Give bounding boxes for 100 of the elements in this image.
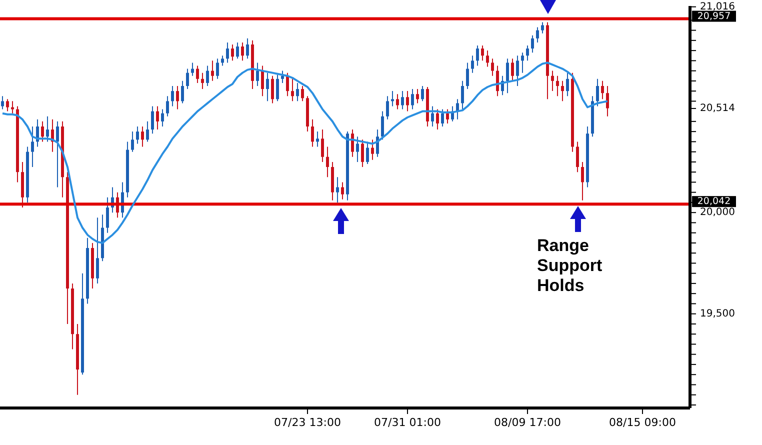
candlestick [541,22,544,34]
ref-line-label: 20,957 [697,10,731,22]
candlestick [56,120,59,188]
candlestick [176,85,179,110]
candlestick [466,62,469,90]
candlestick [371,139,374,160]
candlestick [421,85,424,102]
candlestick [281,70,284,84]
candlestick [266,72,269,102]
candlestick [341,182,344,200]
candlestick [11,100,14,114]
candlestick [41,120,44,142]
y-tick-label: 20,514 [700,102,735,114]
candlestick [221,55,224,66]
y-tick-label: 19,500 [700,308,735,320]
ref-line-label: 20,042 [697,196,731,208]
candlestick [566,72,569,97]
candlestick [201,72,204,90]
candlestick [276,74,279,102]
candlestick [226,42,229,64]
candlestick [141,126,144,148]
candlestick [231,44,234,62]
candlestick [161,108,164,127]
candlestick [171,85,174,107]
candlestick [396,94,399,110]
candlestick [191,62,194,76]
candlestick [291,78,294,102]
candlestick [261,65,264,97]
candlestick [551,70,554,92]
candlestick [406,90,409,112]
candlestick [321,129,324,162]
candlestick [156,106,159,130]
candlestick [476,44,479,66]
candlestick [446,108,449,124]
candlestick [576,141,579,173]
candlestick [366,141,369,164]
candlestick [196,65,199,84]
candlestick [106,196,109,234]
candlestick [391,90,394,107]
candlestick [441,108,444,127]
candlestick [241,42,244,62]
candlestick [561,80,564,102]
candlestick [216,58,219,80]
candlestick [336,176,339,203]
candlestick [286,72,289,97]
candlestick [351,129,354,158]
candlestick [166,96,169,117]
candlestick [311,118,314,148]
candlestick [301,85,304,102]
candlestick [606,85,609,117]
candlestick [361,139,364,168]
candlestick [316,131,319,148]
candlestick [461,80,464,110]
candlestick [411,88,414,110]
y-tick-label: 20,000 [700,207,735,218]
candlestick [206,65,209,86]
candlestick [1,96,4,110]
candlestick [31,126,34,168]
candlestick [491,58,494,76]
candlestick [416,88,419,104]
candlestick [481,44,484,62]
candlestick [256,62,259,86]
candlestick [96,217,99,284]
candlestick [246,38,249,60]
candlestick [236,42,239,60]
y-tick-label: 21,016 [700,1,735,12]
candlestick [511,58,514,82]
candlestick [536,26,539,43]
candlestick [431,106,434,127]
candlestick [471,55,474,74]
candlestick [516,55,519,86]
candlestick [151,106,154,134]
candlestick [601,80,604,100]
candlestick [181,80,184,104]
candlestick [386,96,389,120]
candlestick [556,75,559,97]
candlestick [356,136,359,162]
candlestick [436,108,439,130]
candlestick [271,75,274,104]
candlestick [326,146,329,178]
x-tick-label: 07/31 01:00 [374,416,441,429]
candlestick [146,120,149,142]
candlestick [131,131,134,152]
candlestick [526,44,529,62]
candlestick [456,98,459,120]
x-tick-label: 07/23 13:00 [274,416,341,429]
candlestick [521,52,524,74]
candlestick [211,60,214,82]
candlestick [531,34,534,54]
candlestick [506,58,509,94]
x-tick-label: 08/15 09:00 [609,416,676,429]
x-tick-label: 08/09 17:00 [494,416,561,429]
candlestick [596,78,599,107]
annotation: Range Support Holds [537,236,604,296]
candlestick [6,98,9,112]
candlestick [296,82,299,102]
candlestick [401,90,404,110]
candlestick [381,110,384,140]
candlestick [46,116,49,142]
candlestick [136,126,139,144]
